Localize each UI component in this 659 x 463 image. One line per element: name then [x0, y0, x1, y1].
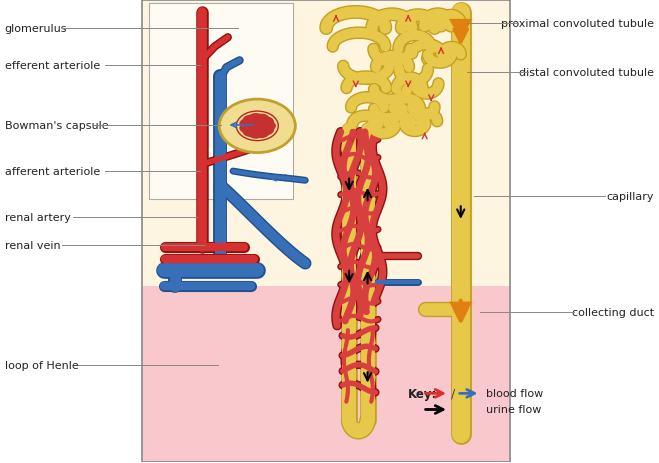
Polygon shape [142, 1, 510, 287]
Circle shape [250, 121, 265, 132]
Circle shape [260, 121, 275, 132]
Circle shape [250, 121, 265, 132]
Text: urine flow: urine flow [486, 405, 541, 414]
Circle shape [258, 125, 274, 136]
Circle shape [239, 123, 255, 134]
Polygon shape [142, 287, 510, 462]
Text: loop of Henle: loop of Henle [5, 360, 78, 370]
Polygon shape [449, 20, 473, 40]
Text: /: / [451, 387, 455, 400]
Text: afferent arteriole: afferent arteriole [5, 167, 100, 177]
Circle shape [250, 121, 265, 132]
Circle shape [250, 121, 265, 132]
Circle shape [219, 100, 295, 153]
Text: renal vein: renal vein [5, 240, 60, 250]
Text: glomerulus: glomerulus [5, 24, 67, 34]
Polygon shape [449, 302, 473, 323]
Circle shape [248, 128, 264, 139]
Circle shape [239, 119, 255, 130]
Text: distal convoluted tubule: distal convoluted tubule [519, 68, 654, 78]
Circle shape [254, 114, 270, 125]
Polygon shape [149, 4, 293, 199]
Text: proximal convoluted tubule: proximal convoluted tubule [501, 19, 654, 29]
Circle shape [250, 121, 265, 132]
Circle shape [260, 121, 275, 132]
Circle shape [258, 117, 274, 128]
Text: capillary: capillary [607, 192, 654, 202]
Text: efferent arteriole: efferent arteriole [5, 61, 100, 71]
Circle shape [248, 114, 264, 125]
Circle shape [250, 121, 265, 132]
Circle shape [243, 115, 258, 126]
Text: blood flow: blood flow [486, 388, 543, 399]
Text: renal artery: renal artery [5, 213, 71, 223]
Text: collecting duct: collecting duct [572, 307, 654, 317]
Circle shape [250, 121, 265, 132]
Circle shape [250, 121, 265, 132]
Circle shape [250, 121, 265, 132]
Circle shape [250, 121, 265, 132]
Text: Key:: Key: [408, 387, 438, 400]
Circle shape [254, 128, 270, 139]
Circle shape [250, 121, 265, 132]
Text: Bowman's capsule: Bowman's capsule [5, 121, 108, 131]
Circle shape [250, 121, 265, 132]
Circle shape [243, 126, 258, 138]
